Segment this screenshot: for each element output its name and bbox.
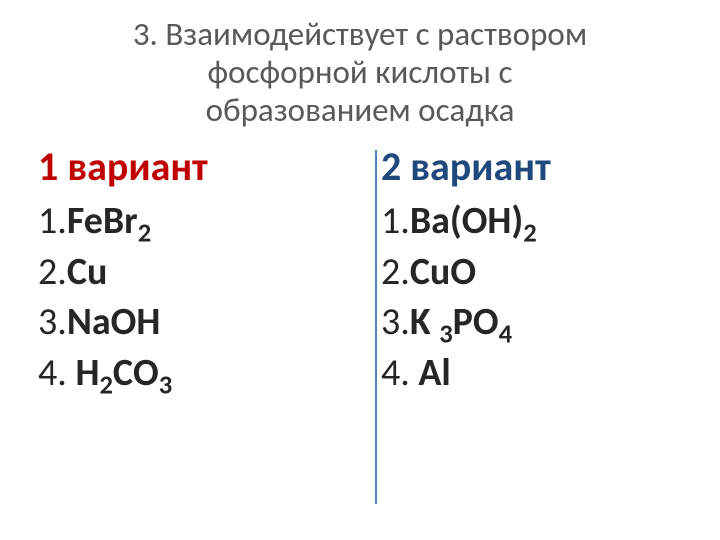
variant-2-item-3: 3.K 3РО4 (381, 300, 684, 345)
item-number: 1. (381, 198, 410, 244)
variant-1-item-1: 1.FeBr2 (38, 199, 375, 244)
variant-2-header: 2 вариант (381, 142, 684, 191)
item-number: 2. (38, 249, 67, 295)
formula-text: РО (453, 299, 499, 345)
title-line-3: образованием осадка (206, 90, 515, 130)
item-number: 4. (381, 350, 418, 396)
variant-1-column: 1 вариант 1.FeBr2 2.Cu 3.NaOH 4. Н2СО3 (36, 138, 375, 540)
variant-2-column: 2 вариант 1.Ва(ОН)2 2.CuO 3.K 3РО4 4. Al (377, 138, 684, 540)
formula-subscript: 2 (99, 370, 112, 402)
formula-text: Ва(ОН) (410, 198, 523, 244)
formula-text: Al (418, 350, 450, 396)
variant-1-item-3: 3.NaOH (38, 300, 375, 345)
question-title: 3. Взаимодействует с раствором фосфорной… (36, 16, 684, 130)
formula-text: Cu (67, 249, 108, 295)
item-number: 4. (38, 350, 75, 396)
formula-subscript: 3 (439, 319, 452, 351)
formula-text: FeBr (67, 198, 138, 244)
variant-1-item-2: 2.Cu (38, 250, 375, 295)
item-number: 1. (38, 198, 67, 244)
columns: 1 вариант 1.FeBr2 2.Cu 3.NaOH 4. Н2СО3 2… (36, 136, 684, 540)
formula-subscript: 3 (159, 370, 172, 402)
formula-subscript: 2 (523, 217, 536, 249)
item-number: 3. (38, 299, 67, 345)
variant-2-item-2: 2.CuO (381, 250, 684, 295)
item-number: 2. (381, 249, 410, 295)
variant-1-header: 1 вариант (38, 142, 375, 191)
formula-text: NaOH (67, 299, 160, 345)
slide: 3. Взаимодействует с раствором фосфорной… (0, 0, 720, 540)
item-number: 3. (381, 299, 410, 345)
formula-subscript: 2 (138, 217, 151, 249)
variant-2-item-1: 1.Ва(ОН)2 (381, 199, 684, 244)
formula-text: K (410, 299, 439, 345)
formula-text: Н (75, 350, 99, 396)
formula-text: СО (113, 350, 159, 396)
title-line-1: 3. Взаимодействует с раствором (133, 14, 587, 54)
formula-text: CuO (410, 249, 476, 295)
variant-1-item-4: 4. Н2СО3 (38, 351, 375, 396)
variant-2-item-4: 4. Al (381, 351, 684, 396)
title-line-2: фосфорной кислоты с (208, 52, 513, 92)
formula-subscript: 4 (499, 319, 512, 351)
